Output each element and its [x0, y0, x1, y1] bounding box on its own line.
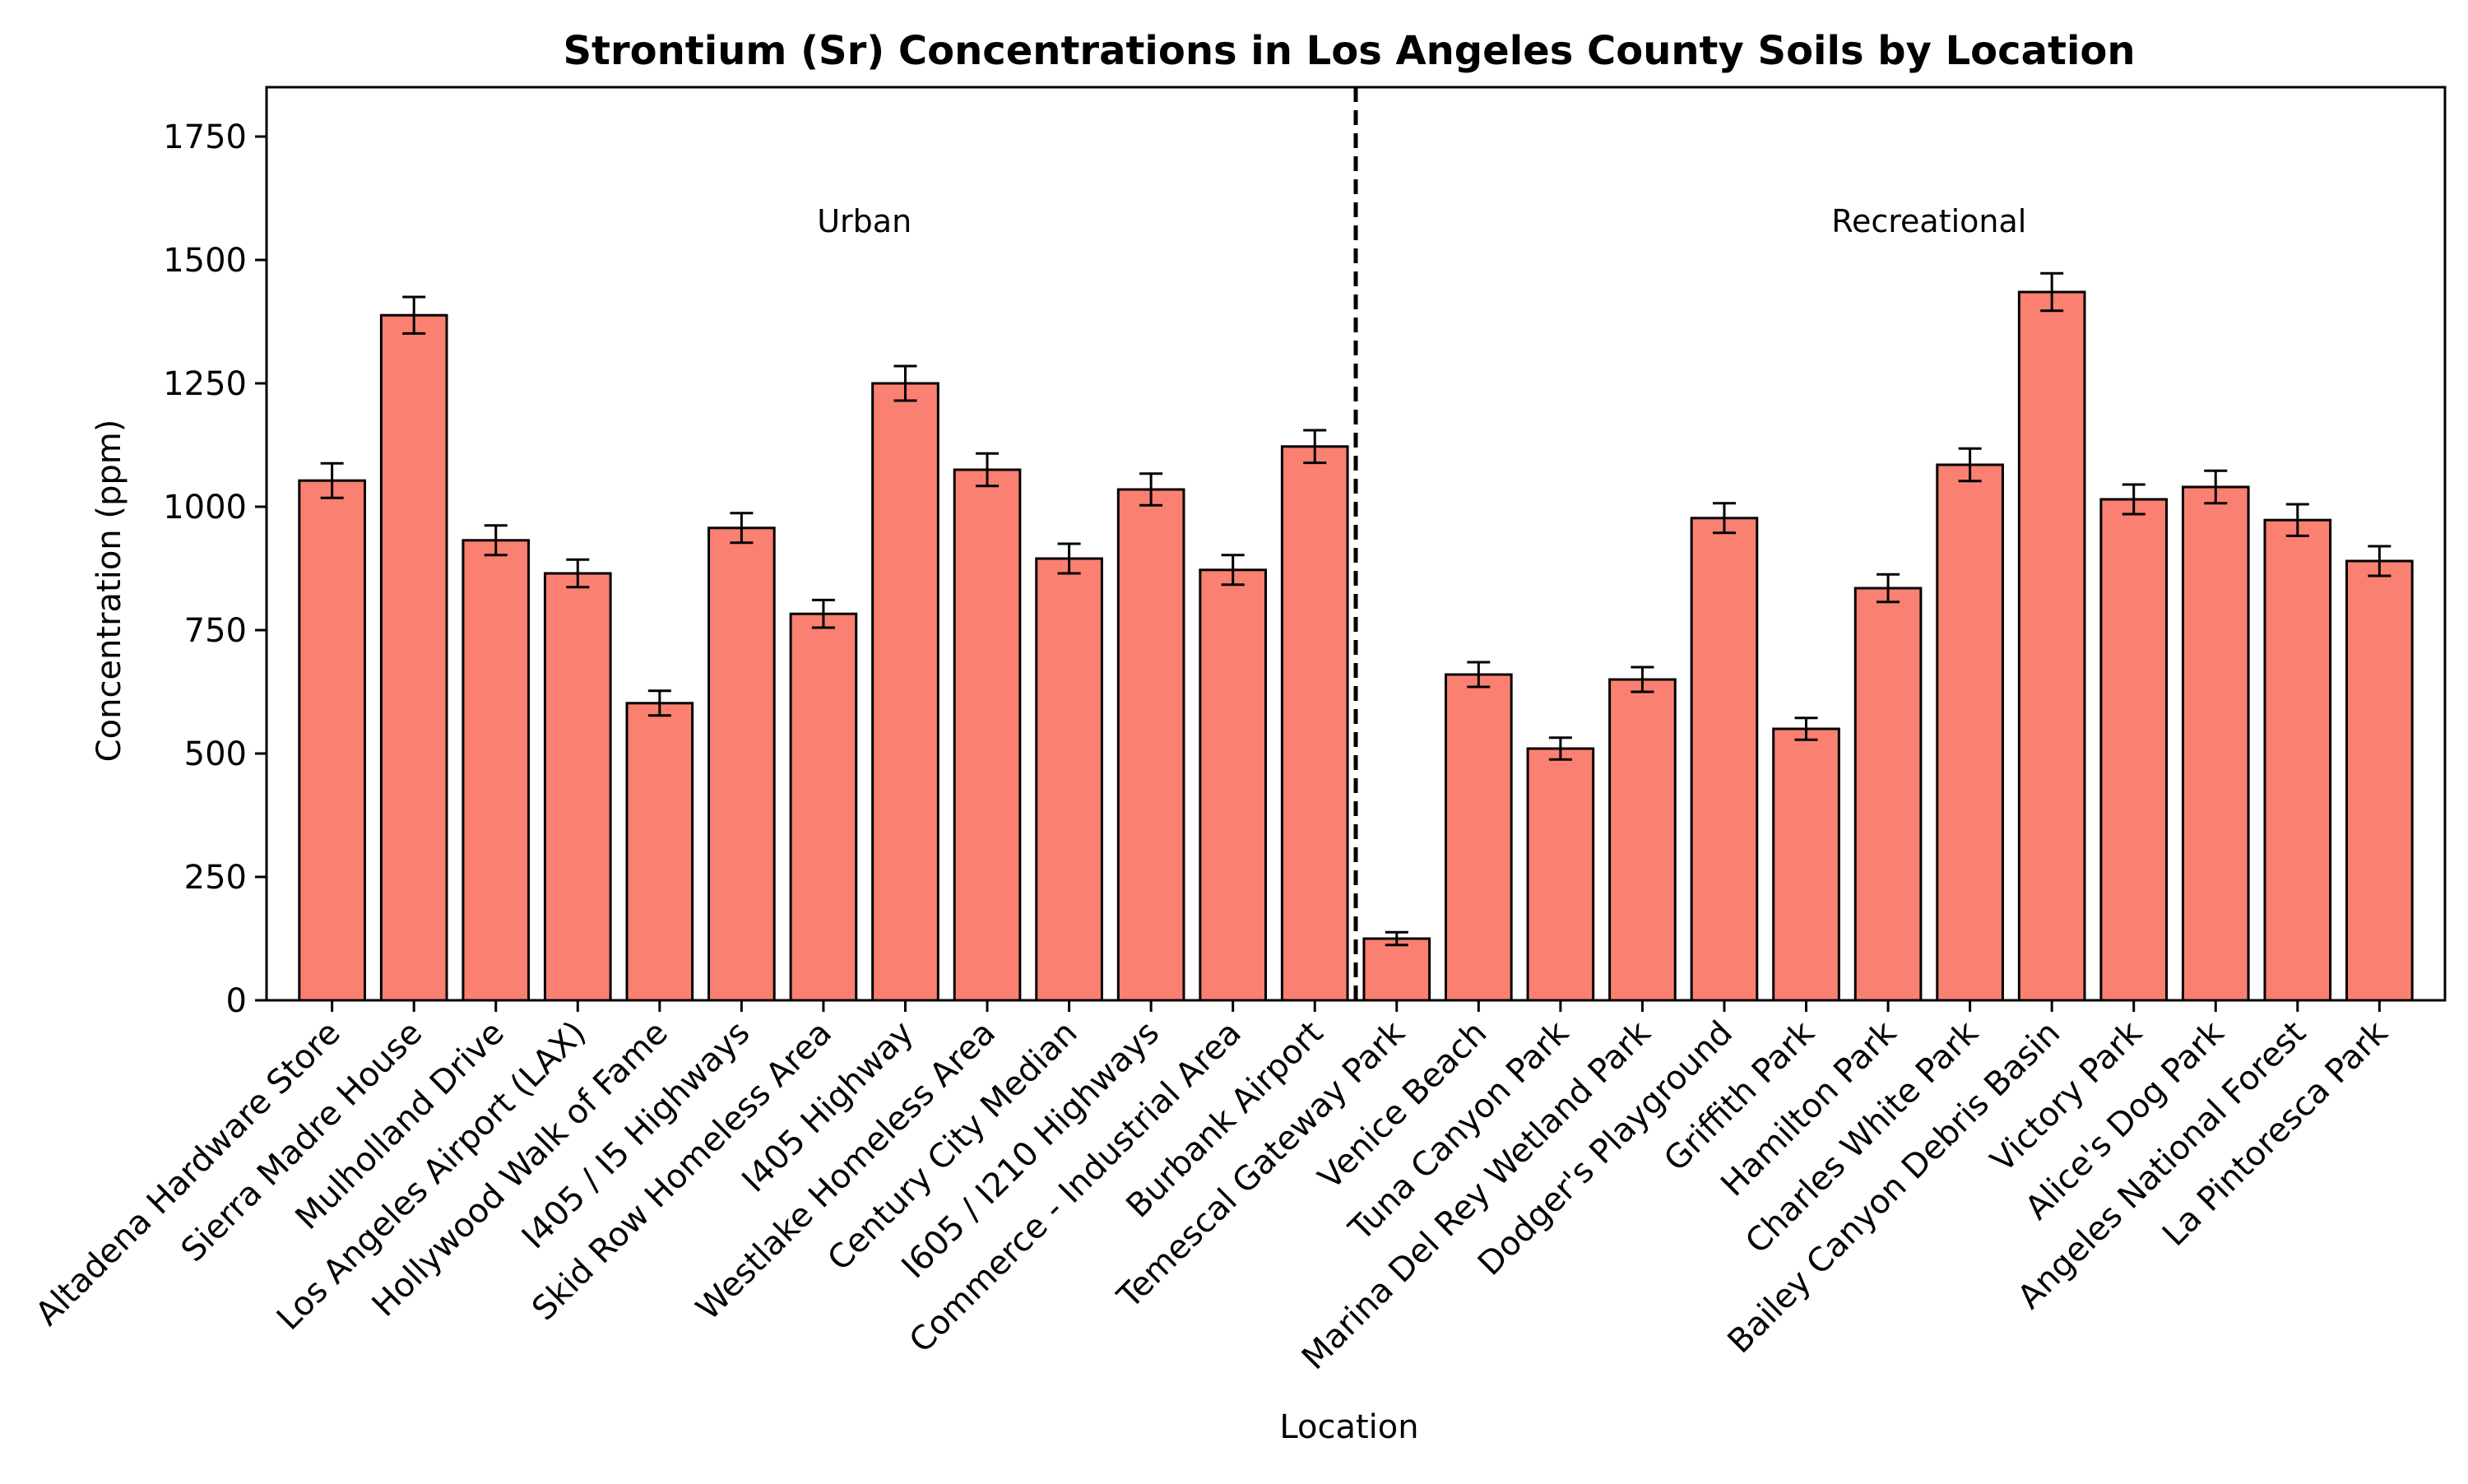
annotations-layer: Urban Recreational [817, 203, 2026, 239]
group-label: Urban [817, 203, 912, 239]
y-ticks-layer: 0 250 500 750 1000 1250 1500 1750 [163, 118, 267, 1020]
bar [2017, 290, 2086, 1002]
x-axis-label: Location [1279, 1408, 1418, 1446]
chart-title: Strontium (Sr) Concentrations in Los Ang… [563, 28, 2135, 74]
bars-layer [298, 290, 2414, 1002]
y-tick-label: 1000 [163, 489, 247, 526]
bar [1445, 673, 1513, 1002]
bar [298, 479, 366, 1002]
bar [462, 539, 531, 1002]
plot-frame [265, 86, 2447, 1002]
bar [2345, 559, 2414, 1002]
y-axis-label: Concentration (ppm) [90, 420, 128, 763]
bar [2181, 485, 2250, 1002]
bar [707, 526, 776, 1002]
bar [543, 572, 612, 1002]
y-tick-label: 250 [184, 859, 247, 897]
bar [1035, 557, 1103, 1002]
y-tick-label: 1250 [163, 365, 247, 403]
axes-layer [265, 86, 2447, 1002]
bar [871, 382, 939, 1002]
bar [1116, 488, 1185, 1002]
bar [1280, 445, 1349, 1002]
bar [789, 612, 858, 1002]
group-label: Recreational [1831, 203, 2026, 239]
y-tick-label: 1750 [163, 118, 247, 156]
y-tick-label: 0 [226, 982, 247, 1020]
bar [1772, 727, 1840, 1002]
bar [1199, 568, 1267, 1002]
bar [953, 468, 1022, 1002]
bar [2263, 518, 2332, 1002]
bar [1936, 463, 2004, 1002]
y-tick-label: 750 [184, 612, 247, 650]
bar [1608, 678, 1677, 1002]
bar [1526, 747, 1595, 1002]
error-bars-layer [320, 271, 2391, 947]
bar [1690, 517, 1759, 1002]
y-tick-label: 500 [184, 735, 247, 773]
bar [625, 702, 694, 1002]
bar [1362, 937, 1431, 1002]
y-tick-label: 1500 [163, 242, 247, 280]
bar [2099, 498, 2169, 1002]
bar [1853, 587, 1923, 1002]
bar [379, 313, 448, 1002]
